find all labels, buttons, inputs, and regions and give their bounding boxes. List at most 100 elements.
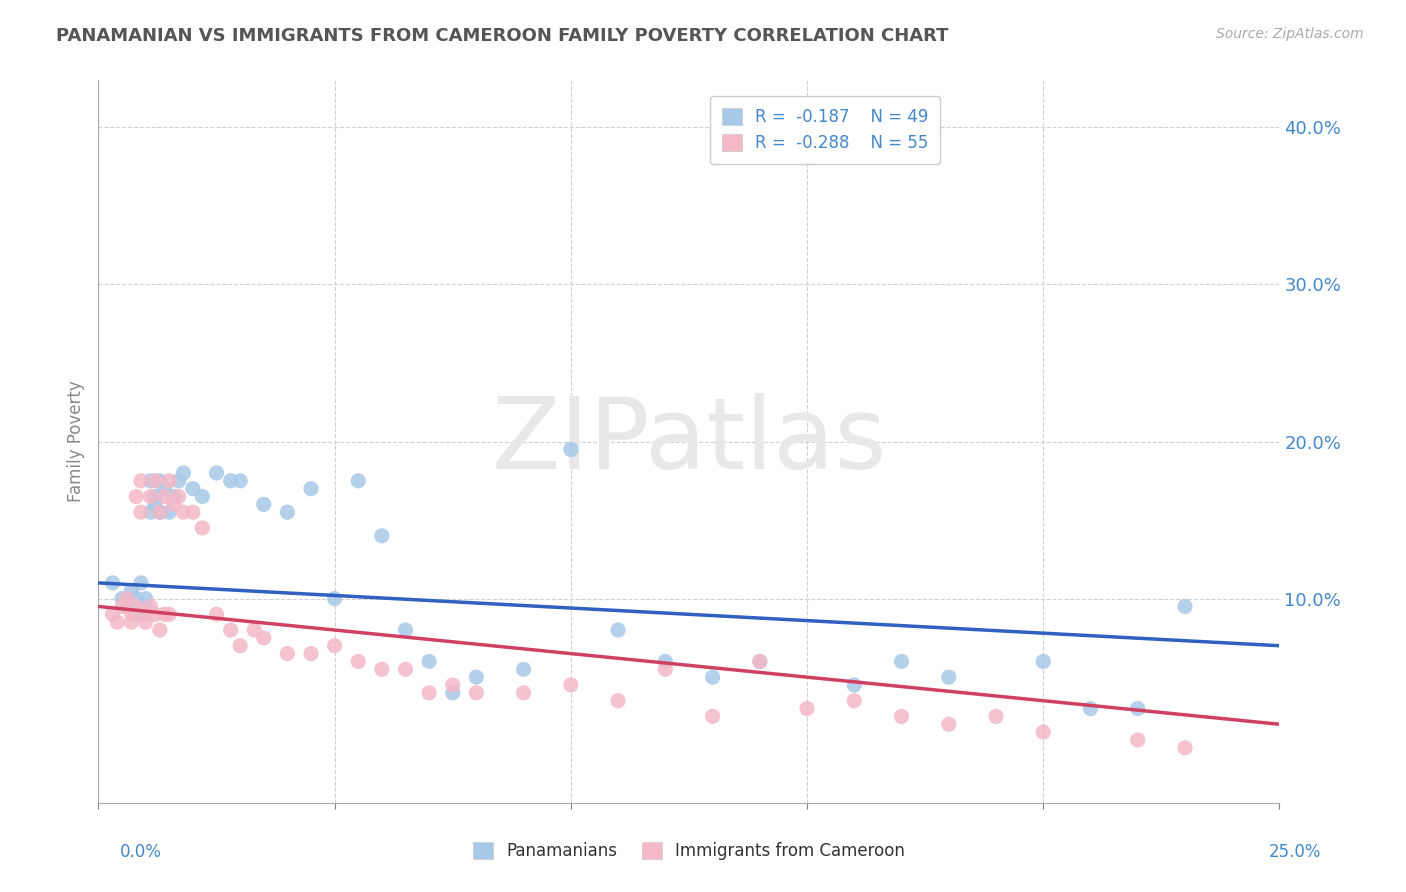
Point: [121, 583, 143, 598]
Point: [347, 655, 370, 669]
Point: [135, 591, 157, 606]
Point: [111, 591, 134, 606]
Point: [115, 599, 138, 614]
Point: [276, 647, 298, 661]
Point: [702, 670, 724, 684]
Point: [163, 497, 186, 511]
Point: [157, 474, 180, 488]
Text: 0.0%: 0.0%: [120, 843, 162, 861]
Point: [125, 599, 148, 614]
Point: [465, 686, 488, 700]
Point: [1032, 725, 1054, 739]
Point: [205, 607, 228, 622]
Point: [890, 709, 912, 723]
Point: [121, 615, 143, 630]
Point: [1126, 701, 1149, 715]
Point: [748, 655, 770, 669]
Point: [167, 474, 190, 488]
Point: [115, 591, 138, 606]
Point: [984, 709, 1007, 723]
Point: [938, 670, 960, 684]
Point: [219, 623, 242, 637]
Point: [890, 655, 912, 669]
Point: [101, 575, 124, 590]
Point: [153, 490, 176, 504]
Point: [135, 599, 157, 614]
Point: [1080, 701, 1102, 715]
Point: [172, 466, 194, 480]
Point: [219, 474, 242, 488]
Point: [125, 599, 148, 614]
Point: [157, 505, 180, 519]
Point: [229, 639, 252, 653]
Point: [139, 474, 162, 488]
Point: [371, 662, 394, 676]
Legend: Panamanians, Immigrants from Cameroon: Panamanians, Immigrants from Cameroon: [465, 835, 912, 867]
Point: [125, 591, 148, 606]
Point: [139, 490, 162, 504]
Point: [243, 623, 266, 637]
Point: [253, 631, 276, 645]
Point: [139, 599, 162, 614]
Point: [844, 694, 866, 708]
Point: [125, 490, 148, 504]
Point: [299, 482, 322, 496]
Point: [938, 717, 960, 731]
Point: [512, 686, 534, 700]
Point: [111, 599, 134, 614]
Point: [135, 607, 157, 622]
Point: [323, 639, 346, 653]
Point: [129, 607, 152, 622]
Point: [512, 662, 534, 676]
Point: [607, 694, 630, 708]
Point: [748, 655, 770, 669]
Point: [253, 497, 276, 511]
Point: [181, 505, 204, 519]
Point: [135, 615, 157, 630]
Point: [129, 474, 152, 488]
Point: [394, 662, 416, 676]
Point: [143, 497, 166, 511]
Point: [371, 529, 394, 543]
Point: [121, 607, 143, 622]
Point: [167, 490, 190, 504]
Point: [153, 482, 176, 496]
Point: [1032, 655, 1054, 669]
Text: 25.0%: 25.0%: [1270, 843, 1322, 861]
Point: [323, 591, 346, 606]
Point: [394, 623, 416, 637]
Point: [418, 686, 440, 700]
Point: [149, 623, 172, 637]
Y-axis label: Family Poverty: Family Poverty: [66, 381, 84, 502]
Point: [702, 709, 724, 723]
Point: [101, 607, 124, 622]
Point: [129, 505, 152, 519]
Point: [143, 474, 166, 488]
Point: [418, 655, 440, 669]
Point: [191, 521, 214, 535]
Text: Source: ZipAtlas.com: Source: ZipAtlas.com: [1216, 27, 1364, 41]
Point: [654, 662, 676, 676]
Point: [465, 670, 488, 684]
Point: [105, 615, 128, 630]
Point: [149, 474, 172, 488]
Point: [149, 505, 172, 519]
Point: [607, 623, 630, 637]
Point: [172, 505, 194, 519]
Point: [181, 482, 204, 496]
Point: [1174, 599, 1197, 614]
Point: [560, 442, 582, 457]
Point: [1126, 733, 1149, 747]
Point: [299, 647, 322, 661]
Point: [163, 490, 186, 504]
Point: [229, 474, 252, 488]
Point: [153, 607, 176, 622]
Point: [191, 490, 214, 504]
Point: [796, 701, 818, 715]
Point: [441, 678, 464, 692]
Point: [139, 505, 162, 519]
Point: [143, 490, 166, 504]
Point: [129, 575, 152, 590]
Point: [149, 505, 172, 519]
Point: [1174, 740, 1197, 755]
